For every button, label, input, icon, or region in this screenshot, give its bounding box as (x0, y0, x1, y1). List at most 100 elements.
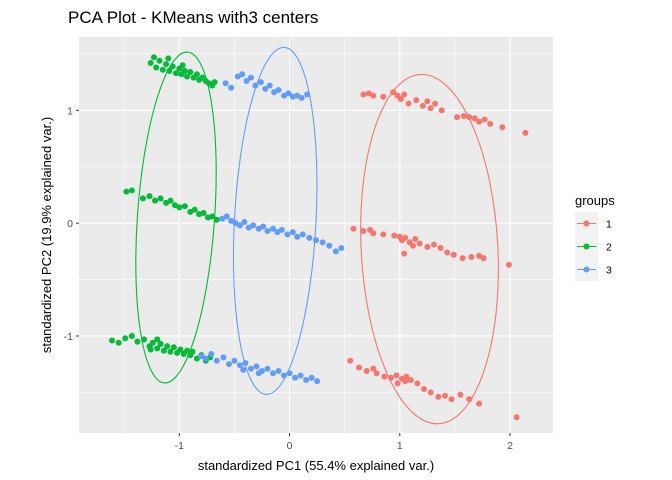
point-group-3 (284, 231, 291, 238)
point-group-1 (370, 365, 377, 372)
point-group-2 (154, 345, 161, 352)
point-group-2 (193, 355, 200, 362)
point-group-3 (303, 376, 310, 383)
point-group-1 (421, 386, 428, 392)
point-group-1 (407, 376, 414, 383)
point-group-1 (350, 225, 357, 232)
point-group-2 (191, 206, 198, 213)
point-group-1 (457, 391, 464, 398)
point-group-3 (228, 84, 235, 91)
point-group-2 (146, 193, 153, 200)
point-group-1 (405, 100, 412, 107)
point-group-3 (292, 374, 299, 381)
point-group-1 (466, 114, 473, 121)
point-group-2 (166, 67, 173, 74)
point-group-3 (252, 82, 259, 89)
point-group-2 (171, 202, 178, 209)
point-group-1 (387, 374, 394, 381)
x-tick-label: -1 (175, 440, 184, 452)
point-group-1 (430, 241, 437, 248)
point-group-1 (459, 255, 466, 262)
point-group-2 (122, 335, 129, 342)
point-group-1 (370, 230, 377, 237)
point-group-3 (247, 365, 254, 372)
point-group-2 (167, 197, 174, 204)
point-group-3 (223, 213, 230, 220)
legend-key-point-3 (583, 266, 590, 273)
point-group-1 (403, 373, 410, 380)
point-group-3 (228, 217, 235, 224)
point-group-2 (213, 216, 220, 223)
point-group-3 (275, 87, 282, 94)
point-group-3 (255, 225, 262, 232)
point-group-2 (187, 68, 194, 75)
point-group-3 (234, 73, 241, 80)
point-group-1 (380, 93, 387, 100)
y-tick-label: 1 (67, 105, 73, 117)
point-group-1 (505, 261, 512, 268)
point-group-3 (253, 363, 260, 370)
point-group-3 (294, 233, 301, 240)
point-group-2 (211, 79, 218, 86)
legend: groups 1 2 3 (575, 193, 615, 281)
point-group-3 (243, 78, 250, 84)
point-group-3 (241, 219, 248, 226)
point-group-2 (156, 57, 163, 64)
point-group-3 (298, 94, 305, 101)
point-group-2 (187, 208, 194, 215)
point-group-2 (159, 66, 166, 73)
point-group-2 (170, 344, 177, 351)
point-group-1 (437, 244, 444, 251)
point-group-3 (236, 222, 243, 229)
point-group-3 (308, 374, 315, 381)
point-group-2 (147, 346, 154, 353)
point-group-1 (416, 240, 423, 247)
point-group-1 (397, 96, 404, 103)
point-group-1 (414, 380, 421, 387)
point-group-2 (163, 199, 170, 206)
point-group-2 (177, 346, 184, 353)
point-group-1 (471, 115, 478, 122)
legend-key-point-1 (583, 220, 590, 227)
point-group-2 (176, 204, 183, 211)
point-group-2 (152, 197, 159, 204)
point-group-2 (128, 187, 135, 194)
legend-label-2: 2 (606, 242, 612, 254)
point-group-3 (332, 248, 339, 255)
point-group-2 (167, 348, 174, 355)
point-group-3 (239, 71, 246, 78)
point-group-1 (427, 389, 434, 396)
point-group-2 (200, 210, 207, 216)
point-group-3 (270, 370, 277, 377)
point-group-1 (360, 91, 367, 98)
point-group-3 (232, 220, 239, 227)
point-group-2 (115, 339, 122, 346)
point-group-3 (275, 367, 282, 374)
legend-key-point-2 (583, 243, 590, 250)
point-group-1 (410, 242, 417, 249)
point-group-3 (225, 361, 232, 368)
point-group-2 (165, 55, 172, 62)
point-group-2 (164, 343, 171, 350)
point-group-2 (141, 336, 148, 343)
point-group-2 (184, 73, 191, 80)
point-group-2 (209, 213, 216, 220)
point-group-3 (306, 234, 313, 241)
point-group-1 (413, 97, 420, 104)
point-group-3 (278, 226, 285, 233)
point-group-1 (480, 255, 487, 262)
point-group-3 (286, 370, 293, 377)
point-group-2 (157, 195, 164, 202)
point-group-3 (285, 90, 292, 97)
point-group-3 (257, 79, 264, 86)
point-group-3 (208, 351, 215, 358)
data-points (109, 54, 529, 421)
point-group-1 (391, 232, 398, 239)
point-group-1 (373, 370, 380, 377)
point-group-1 (444, 249, 451, 256)
point-group-1 (476, 118, 483, 125)
point-group-1 (481, 116, 488, 123)
point-group-1 (424, 98, 431, 105)
point-group-1 (438, 107, 445, 114)
point-group-3 (245, 224, 252, 231)
